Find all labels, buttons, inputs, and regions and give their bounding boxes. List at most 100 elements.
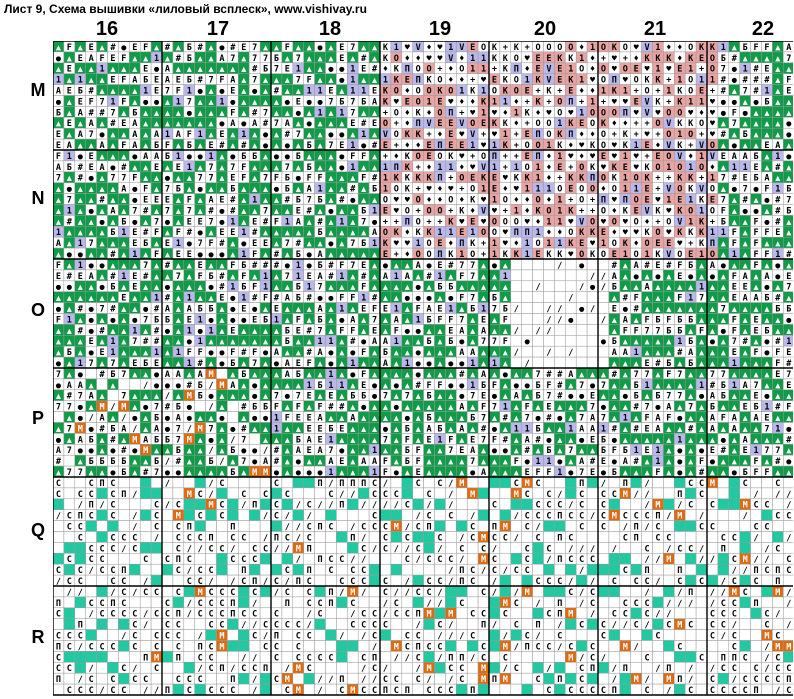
stitch-symbol: ▲ (699, 435, 705, 445)
stitch-symbol: O (426, 239, 431, 249)
stitch-symbol: ● (721, 108, 727, 118)
stitch-symbol: ▲ (383, 414, 389, 424)
stitch-symbol: ● (78, 403, 84, 413)
stitch-symbol: 1 (230, 217, 235, 227)
stitch-symbol: A (198, 370, 203, 380)
stitch-symbol: ∕ (514, 348, 519, 358)
stitch-symbol: A (764, 272, 769, 282)
stitch-symbol: O (459, 65, 464, 75)
stitch-symbol: ▲ (241, 76, 247, 86)
stitch-symbol: 7 (328, 97, 333, 107)
stitch-symbol: + (557, 174, 562, 184)
stitch-symbol: ▲ (198, 108, 204, 118)
stitch-symbol: ● (165, 217, 171, 227)
stitch-symbol: ▲ (732, 305, 738, 315)
stitch-symbol: F (732, 272, 737, 282)
stitch-symbol: ▲ (775, 283, 781, 293)
stitch-cell (554, 291, 566, 303)
stitch-symbol: A (350, 315, 355, 325)
stitch-symbol: # (775, 196, 781, 206)
stitch-symbol: ▲ (492, 272, 498, 282)
stitch-symbol: ▲ (448, 424, 454, 434)
stitch-symbol: K (655, 206, 661, 216)
stitch-symbol: ▲ (764, 381, 770, 391)
stitch-symbol: ∕ (535, 326, 540, 336)
stitch-symbol: ▲ (350, 130, 356, 140)
stitch-symbol: # (307, 206, 313, 216)
stitch-symbol: ▲ (579, 403, 585, 413)
stitch-symbol: F (361, 370, 366, 380)
stitch-symbol: Б (154, 435, 159, 445)
stitch-symbol: ▲ (317, 141, 323, 151)
stitch-symbol: F (263, 294, 268, 304)
stitch-symbol: F (339, 294, 344, 304)
stitch-symbol: ▲ (78, 206, 84, 216)
stitch-symbol: A (187, 305, 192, 315)
stitch-symbol: ▲ (666, 305, 672, 315)
stitch-symbol: ▲ (263, 326, 269, 336)
stitch-symbol: 1 (525, 239, 530, 249)
stitch-symbol: ▲ (699, 348, 705, 358)
stitch-symbol: ▲ (110, 141, 116, 151)
stitch-symbol: ▲ (230, 239, 236, 249)
stitch-symbol: + (601, 54, 606, 64)
stitch-symbol: ♦ (546, 174, 551, 184)
stitch-symbol: ▲ (78, 337, 84, 347)
stitch-symbol: Б (67, 348, 72, 358)
stitch-symbol: F (699, 326, 704, 336)
stitch-symbol: ● (89, 446, 95, 456)
stitch-symbol: ▲ (56, 185, 62, 195)
stitch-symbol: ♥ (634, 163, 640, 173)
stitch-symbol: ● (132, 185, 138, 195)
stitch-symbol: Б (285, 174, 290, 184)
stitch-symbol: 7 (67, 403, 72, 413)
stitch-symbol: ▲ (383, 370, 389, 380)
stitch-cell (543, 269, 555, 282)
stitch-symbol: # (198, 76, 204, 86)
stitch-symbol: ● (350, 196, 356, 206)
stitch-symbol: O (601, 43, 606, 53)
stitch-symbol: ▲ (416, 414, 422, 424)
stitch-symbol: ♥ (634, 152, 640, 162)
stitch-symbol: ● (285, 152, 291, 162)
stitch-symbol: + (503, 43, 508, 53)
stitch-symbol: ▲ (208, 337, 214, 347)
stitch-symbol: ∕ (557, 315, 562, 325)
stitch-symbol: ▲ (285, 315, 291, 325)
stitch-symbol: П (437, 174, 442, 184)
stitch-symbol: ▲ (503, 348, 509, 358)
stitch-symbol: O (470, 185, 475, 195)
stitch-symbol: E (328, 392, 333, 402)
stitch-symbol: ▲ (132, 348, 138, 358)
stitch-symbol: ● (405, 294, 411, 304)
stitch-symbol: E (187, 217, 192, 227)
stitch-symbol: K (383, 43, 389, 53)
stitch-symbol: ● (89, 424, 95, 434)
stitch-symbol: K (666, 54, 672, 64)
stitch-symbol: A (67, 141, 72, 151)
stitch-symbol: # (557, 370, 563, 380)
stitch-symbol: ▲ (743, 239, 749, 249)
stitch-symbol: O (470, 119, 475, 129)
stitch-symbol: 1 (525, 424, 530, 434)
stitch-symbol: ▲ (775, 76, 781, 86)
stitch-symbol: F (492, 381, 497, 391)
stitch-symbol: ▲ (372, 76, 378, 86)
stitch-symbol: ♥ (710, 130, 716, 140)
stitch-symbol: ▲ (296, 141, 302, 151)
stitch-symbol: # (154, 337, 160, 347)
stitch-symbol: A (753, 294, 758, 304)
stitch-symbol: ▲ (732, 87, 738, 97)
stitch-symbol: E (89, 163, 94, 173)
stitch-symbol: ▲ (263, 76, 269, 86)
stitch-symbol: # (121, 446, 127, 456)
stitch-symbol: 1 (481, 54, 486, 64)
stitch-symbol: 7 (208, 163, 213, 173)
stitch-cell (565, 324, 577, 336)
stitch-symbol: E (372, 326, 377, 336)
stitch-symbol: ▲ (492, 283, 498, 293)
stitch-symbol: # (154, 305, 160, 315)
stitch-symbol: 7 (274, 392, 279, 402)
stitch-symbol: ▲ (437, 294, 443, 304)
stitch-symbol: ♦ (426, 108, 431, 118)
